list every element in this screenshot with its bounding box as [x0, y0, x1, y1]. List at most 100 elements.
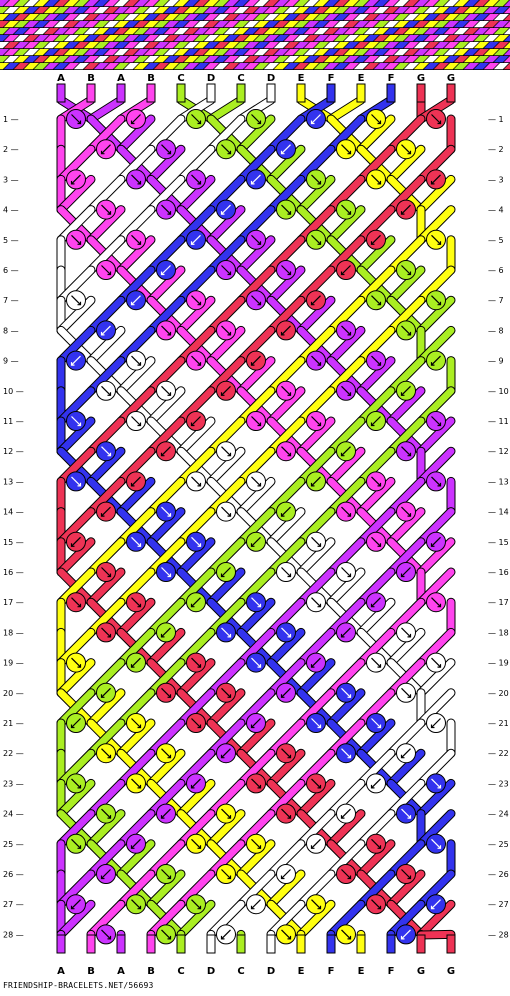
knot[interactable]: [246, 773, 266, 794]
knot[interactable]: [246, 350, 266, 371]
knot[interactable]: [246, 290, 266, 311]
knot[interactable]: [426, 229, 446, 250]
knot[interactable]: [156, 199, 176, 220]
knot[interactable]: [246, 229, 266, 250]
knot[interactable]: [216, 562, 236, 582]
knot[interactable]: [66, 531, 86, 552]
knot[interactable]: [426, 411, 446, 431]
knot[interactable]: [216, 743, 236, 764]
knot[interactable]: [276, 622, 296, 643]
knot[interactable]: [186, 350, 206, 371]
knot[interactable]: [246, 894, 266, 915]
knot[interactable]: [276, 682, 296, 703]
knot[interactable]: [276, 199, 296, 220]
knot[interactable]: [396, 199, 416, 220]
knot[interactable]: [186, 894, 206, 915]
knot[interactable]: [126, 652, 146, 673]
knot[interactable]: [336, 199, 356, 220]
knot[interactable]: [366, 592, 386, 613]
knot[interactable]: [366, 894, 386, 915]
knot[interactable]: [276, 260, 296, 280]
knot[interactable]: [396, 622, 416, 643]
knot[interactable]: [336, 803, 356, 824]
knot[interactable]: [426, 773, 446, 794]
knot[interactable]: [276, 562, 296, 582]
knot[interactable]: [366, 833, 386, 854]
knot[interactable]: [366, 350, 386, 371]
knot[interactable]: [66, 471, 86, 492]
knot[interactable]: [66, 411, 86, 431]
knot[interactable]: [276, 501, 296, 522]
knot[interactable]: [96, 682, 116, 703]
knot[interactable]: [186, 411, 206, 431]
knot[interactable]: [426, 290, 446, 311]
knot[interactable]: [66, 169, 86, 190]
knot[interactable]: [396, 743, 416, 764]
knot[interactable]: [126, 109, 146, 129]
knot[interactable]: [336, 924, 356, 945]
knot[interactable]: [126, 833, 146, 854]
knot[interactable]: [306, 109, 326, 129]
knot[interactable]: [156, 380, 176, 401]
knot[interactable]: [246, 411, 266, 431]
knot[interactable]: [336, 682, 356, 703]
knot[interactable]: [336, 441, 356, 462]
knot[interactable]: [156, 743, 176, 764]
knot[interactable]: [216, 260, 236, 280]
knot[interactable]: [96, 139, 116, 160]
knot[interactable]: [156, 682, 176, 703]
knot[interactable]: [306, 713, 326, 733]
knot[interactable]: [186, 169, 206, 190]
knot[interactable]: [96, 803, 116, 824]
knot[interactable]: [66, 109, 86, 129]
knot[interactable]: [396, 803, 416, 824]
knot[interactable]: [396, 501, 416, 522]
knot[interactable]: [306, 652, 326, 673]
knot[interactable]: [156, 803, 176, 824]
knot[interactable]: [156, 260, 176, 280]
knot[interactable]: [276, 864, 296, 884]
knot[interactable]: [96, 864, 116, 884]
knot[interactable]: [396, 139, 416, 160]
knot[interactable]: [426, 169, 446, 190]
knot[interactable]: [246, 531, 266, 552]
knot[interactable]: [366, 531, 386, 552]
knot[interactable]: [126, 713, 146, 733]
knot[interactable]: [276, 441, 296, 462]
knot[interactable]: [96, 441, 116, 462]
knot[interactable]: [126, 471, 146, 492]
knot[interactable]: [156, 562, 176, 582]
knot[interactable]: [216, 682, 236, 703]
knot[interactable]: [216, 380, 236, 401]
knot[interactable]: [96, 380, 116, 401]
knot[interactable]: [126, 290, 146, 311]
knot[interactable]: [366, 109, 386, 129]
knot[interactable]: [246, 471, 266, 492]
knot[interactable]: [426, 894, 446, 915]
knot[interactable]: [336, 320, 356, 341]
knot[interactable]: [186, 652, 206, 673]
knot[interactable]: [336, 139, 356, 160]
knot[interactable]: [336, 622, 356, 643]
knot[interactable]: [426, 833, 446, 854]
knot[interactable]: [306, 592, 326, 613]
knot[interactable]: [126, 894, 146, 915]
knot[interactable]: [246, 713, 266, 733]
knot[interactable]: [366, 290, 386, 311]
knot[interactable]: [306, 894, 326, 915]
knot[interactable]: [336, 501, 356, 522]
knot[interactable]: [216, 803, 236, 824]
knot[interactable]: [396, 682, 416, 703]
knot[interactable]: [396, 260, 416, 280]
knot[interactable]: [66, 894, 86, 915]
knot[interactable]: [186, 471, 206, 492]
knot[interactable]: [156, 622, 176, 643]
knot[interactable]: [336, 864, 356, 884]
knot[interactable]: [66, 350, 86, 371]
knot[interactable]: [276, 139, 296, 160]
knot[interactable]: [96, 924, 116, 945]
knot[interactable]: [366, 411, 386, 431]
knot[interactable]: [66, 652, 86, 673]
knot[interactable]: [306, 229, 326, 250]
knot[interactable]: [156, 924, 176, 945]
